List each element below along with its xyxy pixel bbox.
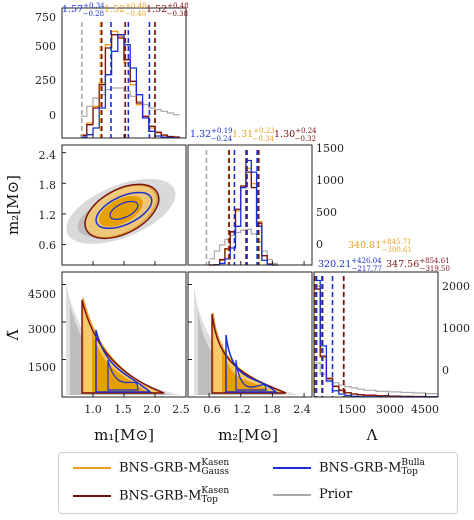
hist-m2-kasen-top xyxy=(209,171,278,266)
y-axis-label-m2: m₂[M⊙] xyxy=(4,175,22,235)
legend-label-kasen-gauss: BNS-GRB-M Kasen Gauss xyxy=(119,458,230,477)
tick-label-hist2: 1000 xyxy=(316,174,344,187)
contour-lambda-m1-kasen-fill-inner xyxy=(92,330,148,393)
tick-label-m2: 1.2 xyxy=(233,403,251,416)
tick-label-hist2: 0 xyxy=(316,238,323,251)
contour-lambda-m1-bulla-top-inner xyxy=(107,359,139,391)
tick-label-lambda: 3000 xyxy=(376,403,404,416)
tick-label-hist1: 750 xyxy=(35,11,56,24)
tick-label-m2: 0.6 xyxy=(203,403,221,416)
tick-label-hist1: 500 xyxy=(35,40,56,53)
contour-lambda-m2-bulla-top-inner xyxy=(235,359,267,391)
contour-lambda-m1-kasen-top xyxy=(81,299,165,394)
contour-m2-m1-kasen-top xyxy=(84,183,160,240)
legend-swatch-kasen-top xyxy=(73,495,111,497)
contour-lambda-m1-bulla-top xyxy=(95,329,153,393)
corner-plot: m₁[M⊙] m₂[M⊙] Λ m₂[M⊙] Λ̃ 1.0 1.5 2.0 2.… xyxy=(4,2,470,444)
hist-m1-bulla-top xyxy=(80,34,180,139)
hist-m1-kasen-top xyxy=(80,34,180,138)
tick-label-row2: 1.8 xyxy=(39,179,57,192)
summary-m1-kasen-gauss: 1.52+0.48 −0.40 xyxy=(104,2,147,18)
hist-m2-prior xyxy=(209,228,278,265)
tick-label-row3: 1500 xyxy=(28,361,56,374)
panel-frame-h1 xyxy=(61,7,187,139)
summary-m1-bulla: 1.57+0.34 −0.28 xyxy=(62,2,105,18)
legend-swatch-prior xyxy=(273,493,311,496)
summary-m2-bulla: 1.32+0.19 −0.24 xyxy=(190,127,233,143)
summary-lambda-kasen-gauss: 340.81+845.71 −300.61 xyxy=(348,238,412,254)
legend-swatch-kasen-gauss xyxy=(73,467,111,469)
summary-m2-kasen-top: 1.30+0.24 −0.32 xyxy=(274,127,317,143)
contour-lambda-m2-bulla-top xyxy=(225,334,278,393)
hist-m2-bulla-top xyxy=(209,159,278,266)
tick-label-m1: 2.5 xyxy=(172,403,190,416)
contour-m2-m1-bulla-top xyxy=(95,191,153,230)
tick-label-hist3: 1000 xyxy=(442,322,470,335)
summary-m1-kasen-top: 1.52+0.48 −0.38 xyxy=(146,2,189,18)
tick-label-row2: 1.2 xyxy=(39,209,57,222)
tick-label-row2: 0.6 xyxy=(39,239,57,252)
contour-m2-m1-bulla-top-inner xyxy=(109,200,139,220)
x-axis-label-lambda: Λ xyxy=(366,426,378,444)
tick-label-hist1: 250 xyxy=(35,74,56,87)
contour-lambda-m2-kasen-fill-inner xyxy=(222,340,272,393)
legend-label-bulla-top: BNS-GRB-M Bulla Top xyxy=(319,458,425,477)
contour-lambda-m2-kasen-top xyxy=(211,313,287,394)
tick-label-hist3: 2000 xyxy=(442,280,470,293)
legend-item-bulla-top: BNS-GRB-M Bulla Top xyxy=(273,459,425,477)
legend-label-prior: Prior xyxy=(319,487,353,502)
tick-label-lambda: 4500 xyxy=(411,403,439,416)
tick-label-row3: 3000 xyxy=(28,323,56,336)
tick-label-m1: 2.0 xyxy=(143,403,161,416)
tick-label-lambda: 1500 xyxy=(338,403,366,416)
summary-m2-kasen-gauss: 1.31+0.23 −0.34 xyxy=(232,127,275,143)
x-axis-label-m2: m₂[M⊙] xyxy=(218,426,278,444)
legend-item-prior: Prior xyxy=(273,487,352,502)
hist-m1-prior xyxy=(80,87,180,117)
tick-label-hist1: 0 xyxy=(49,109,56,122)
legend-item-kasen-gauss: BNS-GRB-M Kasen Gauss xyxy=(73,459,229,477)
legend-swatch-bulla-top xyxy=(273,467,311,469)
summary-lambda-kasen-top: 347.56+854.61 −319.50 xyxy=(386,257,450,273)
tick-label-hist2: 1500 xyxy=(316,142,344,155)
x-axis-label-m1: m₁[M⊙] xyxy=(94,426,154,444)
panel-frame-c32 xyxy=(187,271,313,398)
tick-label-hist2: 500 xyxy=(316,206,337,219)
legend: BNS-GRB-M Kasen Gauss BNS-GRB-M Bulla Top BN… xyxy=(58,452,458,514)
tick-label-row2: 2.4 xyxy=(39,149,57,162)
summary-lambda-bulla: 320.21+426.04 −217.77 xyxy=(318,257,382,273)
tick-label-m2: 1.8 xyxy=(263,403,281,416)
tick-label-m2: 2.4 xyxy=(293,403,311,416)
panel-frame-h2 xyxy=(187,144,313,266)
tick-label-row3: 4500 xyxy=(28,288,56,301)
legend-label-kasen-top: BNS-GRB-M Kasen Top xyxy=(119,486,230,505)
tick-label-m1: 1.0 xyxy=(84,403,102,416)
tick-label-m1: 1.5 xyxy=(114,403,132,416)
tick-label-hist3: 0 xyxy=(442,364,449,377)
contour-m2-m1-kasen-fill-inner xyxy=(98,195,143,227)
legend-item-kasen-top: BNS-GRB-M Kasen Top xyxy=(73,487,229,505)
y-axis-label-lambda: Λ̃ xyxy=(4,329,22,341)
panel-frame-h3 xyxy=(313,271,439,398)
hist-lambda-prior xyxy=(314,362,438,395)
